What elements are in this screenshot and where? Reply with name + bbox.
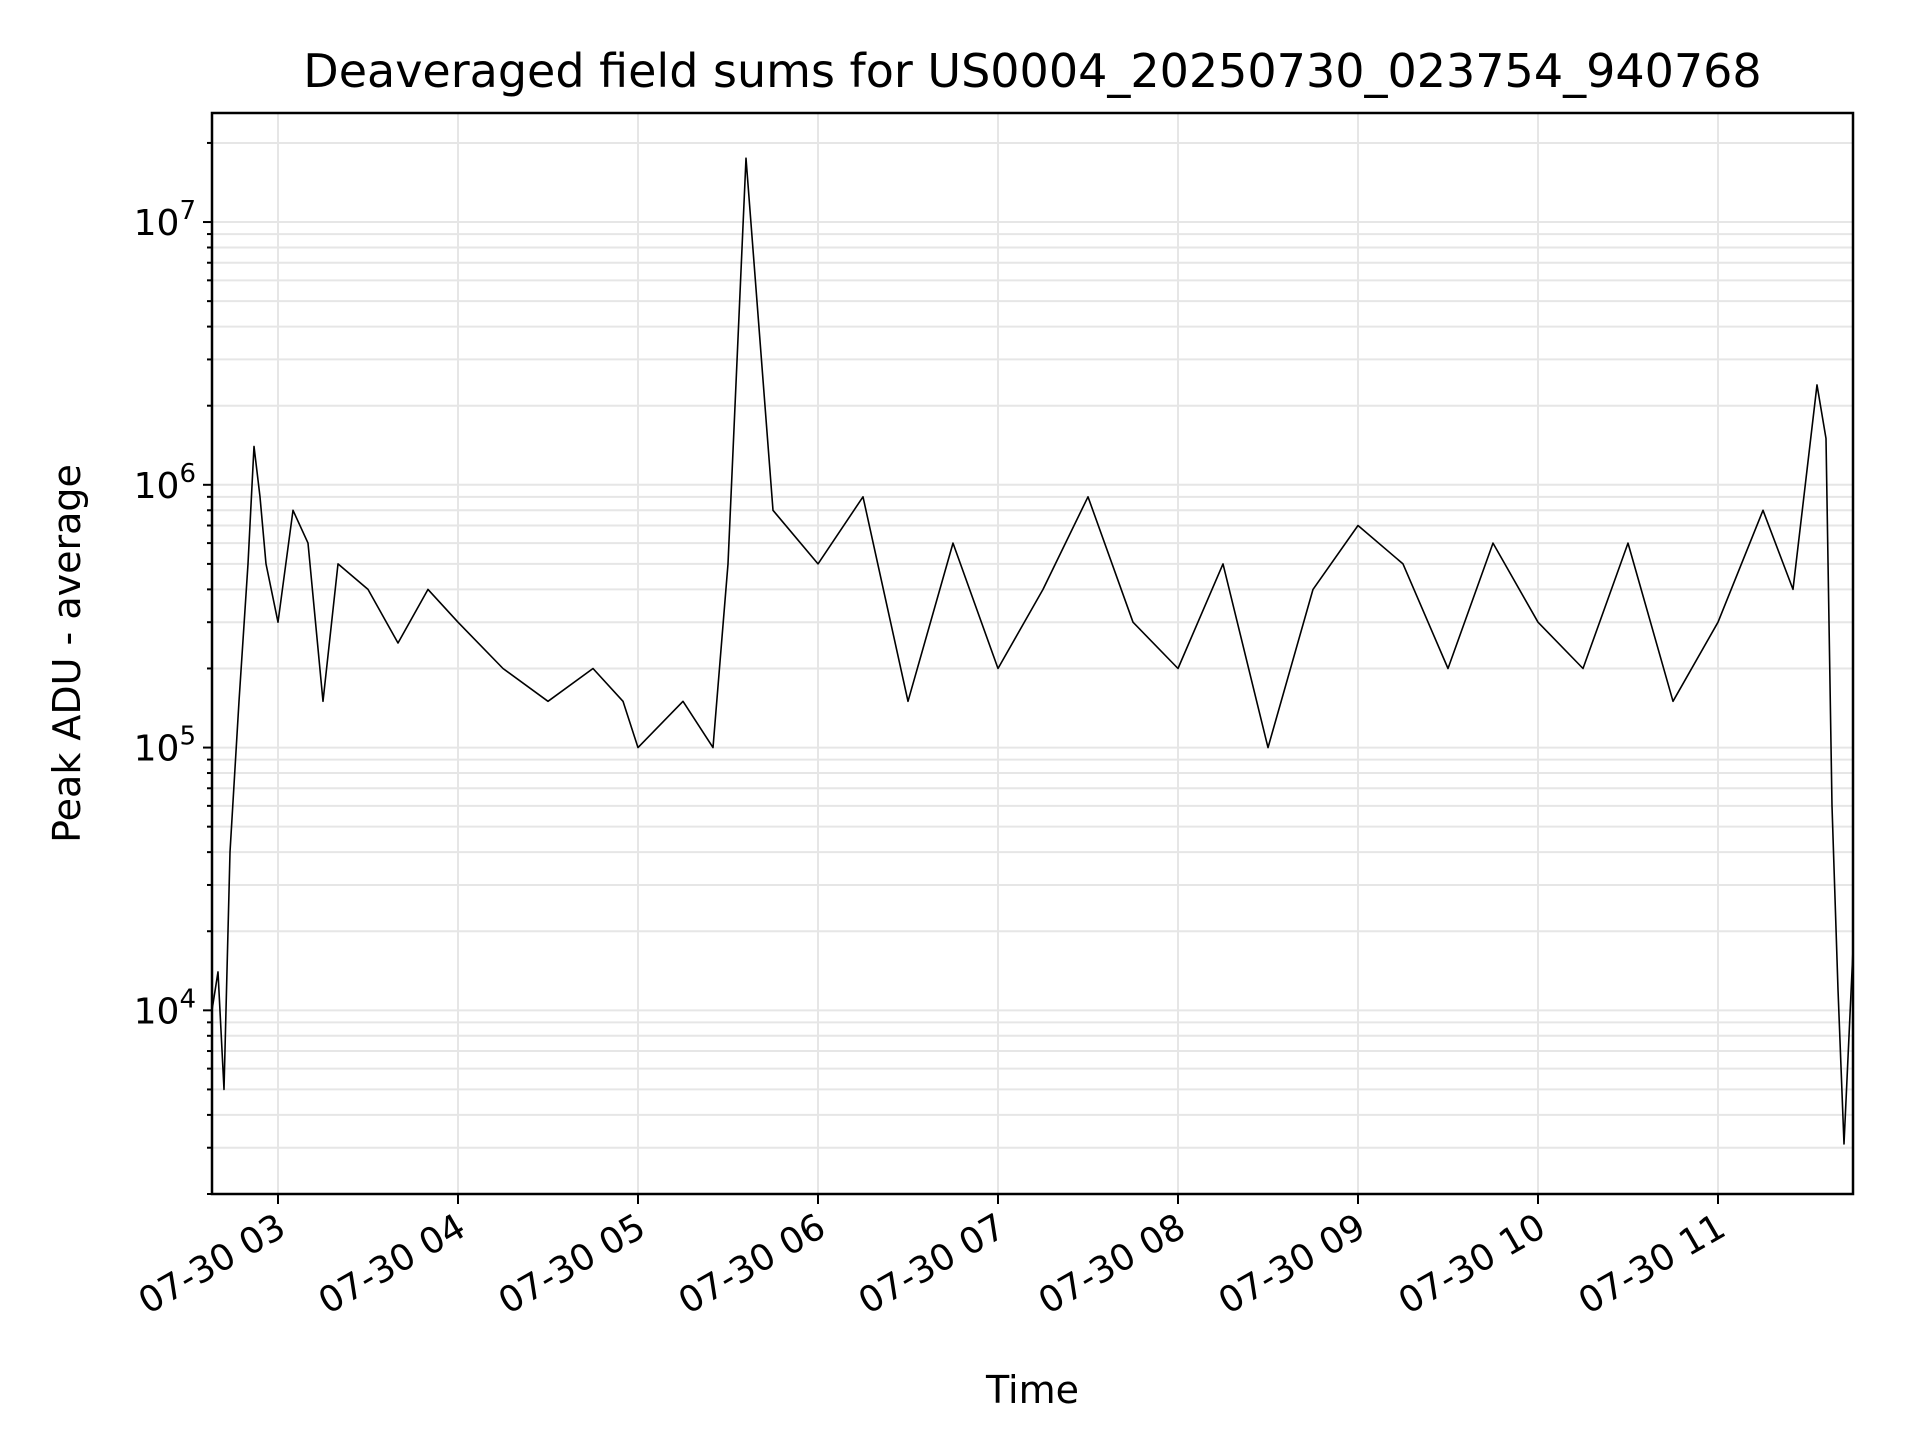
- y-tick-label: 104: [134, 984, 196, 1032]
- x-tick-label: 07-30 03: [132, 1206, 293, 1322]
- chart-title: Deaveraged field sums for US0004_2025073…: [303, 44, 1761, 98]
- y-tick-label: 106: [134, 459, 196, 507]
- x-tick-label: 07-30 05: [492, 1206, 653, 1322]
- y-axis-title: Peak ADU - average: [45, 464, 89, 843]
- x-tick-label: 07-30 06: [672, 1206, 833, 1322]
- x-tick-label: 07-30 07: [852, 1206, 1013, 1322]
- x-tick-label: 07-30 10: [1392, 1206, 1553, 1322]
- x-tick-label: 07-30 08: [1032, 1206, 1193, 1322]
- plot-frame: [210, 111, 1855, 1196]
- x-tick-label: 07-30 11: [1572, 1206, 1733, 1322]
- data-layer: [211, 157, 1854, 1145]
- series-line: [211, 157, 1854, 1145]
- x-axis-title: Time: [985, 1368, 1079, 1412]
- grid-layer: [212, 113, 1853, 1195]
- y-tick-label: 107: [134, 196, 196, 244]
- y-tick-label: 105: [134, 722, 196, 770]
- x-tick-label: 07-30 04: [312, 1206, 473, 1322]
- x-tick-label: 07-30 09: [1212, 1206, 1373, 1322]
